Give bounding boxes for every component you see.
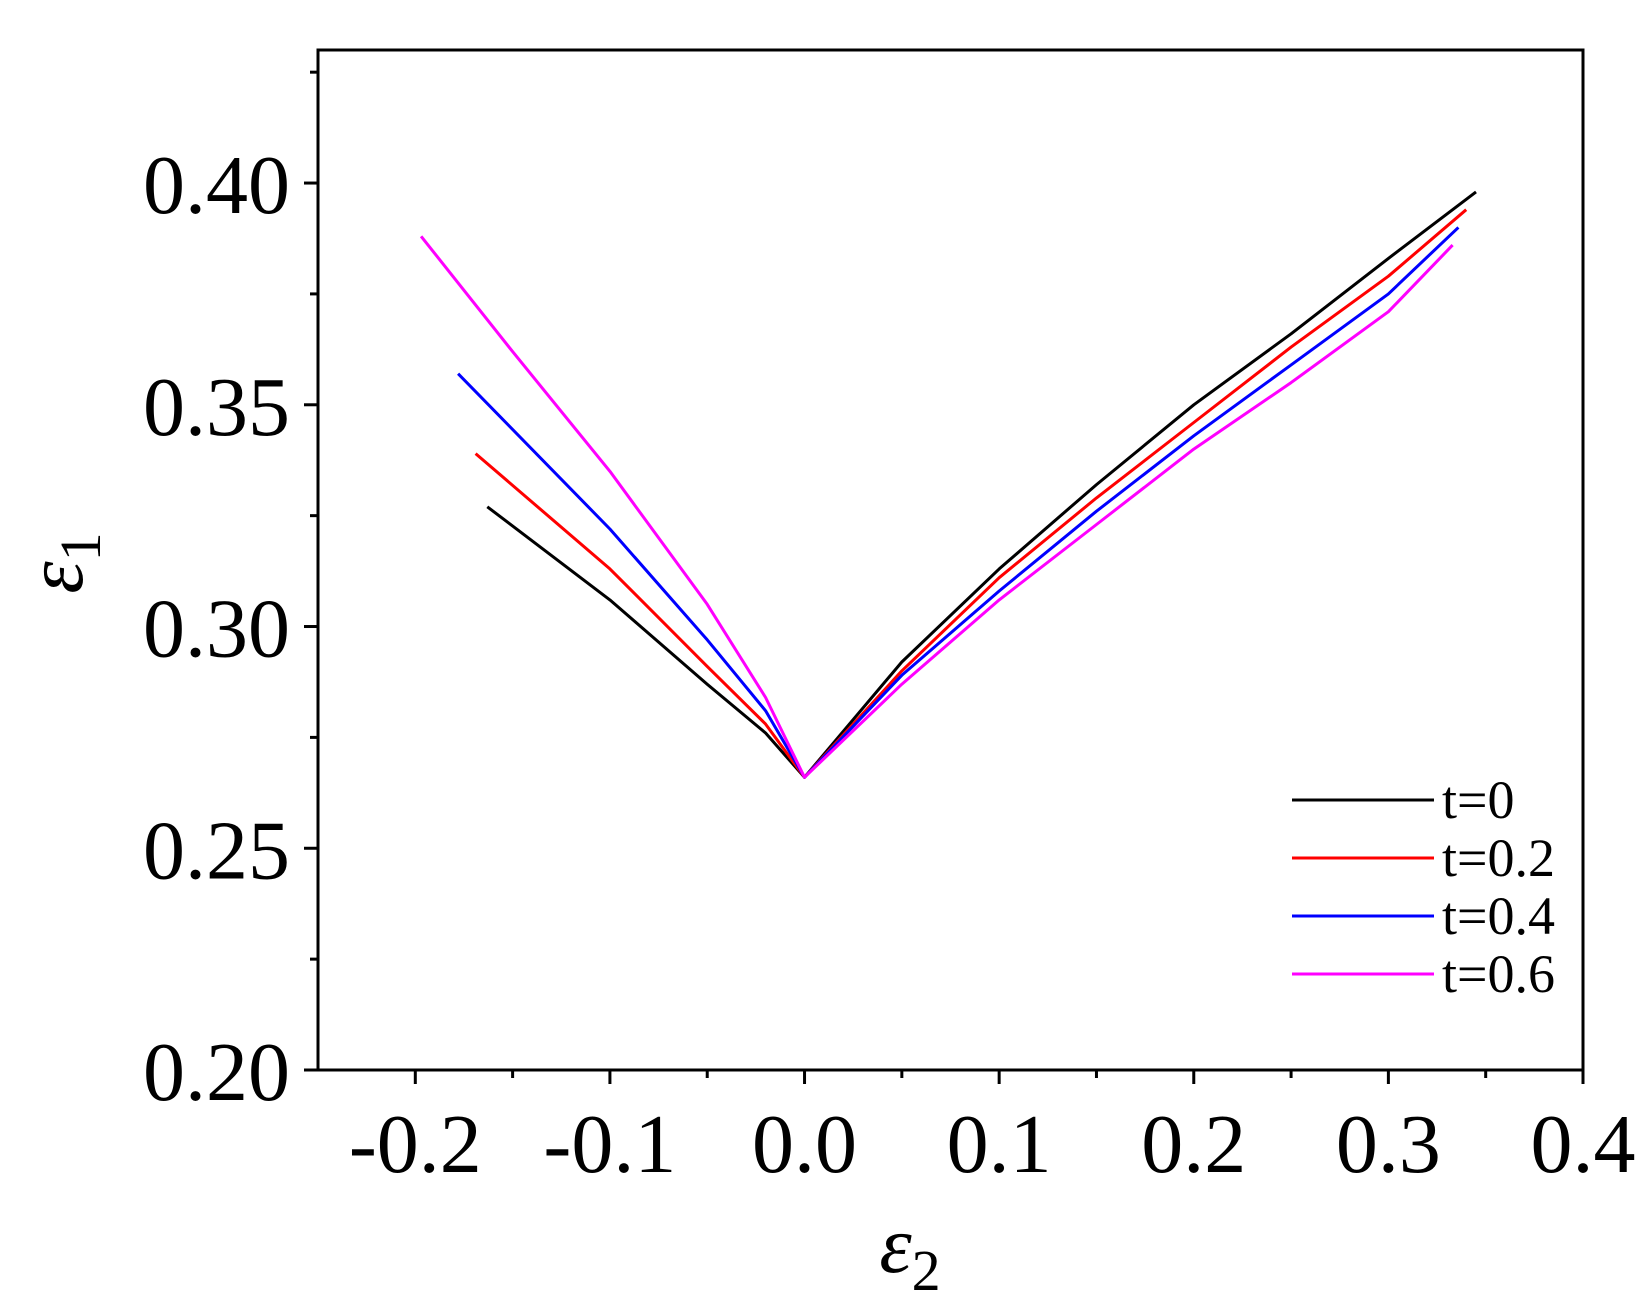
- legend-label: t=0.2: [1442, 828, 1555, 888]
- legend-label: t=0.6: [1442, 944, 1555, 1004]
- series-layer: [419, 190, 1477, 779]
- x-tick-label: 0.1: [947, 1098, 1052, 1191]
- x-tick-label: 0.0: [752, 1098, 857, 1191]
- y-tick-label: 0.30: [143, 583, 290, 676]
- y-axis-subscript: 1: [48, 532, 113, 561]
- series-line-1: [474, 208, 1468, 779]
- plot-frame: [316, 48, 1585, 1072]
- y-tick-label: 0.35: [143, 361, 290, 454]
- y-axis-symbol: ε: [9, 561, 100, 594]
- y-tick-label: 0.25: [143, 804, 290, 897]
- x-axis-subscript: 2: [912, 1238, 941, 1297]
- y-axis-title: ε1: [9, 532, 113, 593]
- x-tick-label: 0.3: [1336, 1098, 1441, 1191]
- y-tick-label: 0.40: [143, 139, 290, 232]
- tick-layer: -0.2 -0.1 0.0 0.1 0.2 0.3 0.4 0.20 0.25 0.30 0.35 0…: [143, 70, 1636, 1191]
- x-tick-label: -0.1: [543, 1098, 676, 1191]
- x-tick-label: -0.2: [349, 1098, 482, 1191]
- legend: t=0t=0.2t=0.4t=0.6: [1292, 770, 1555, 1004]
- x-axis-title: ε2: [879, 1199, 940, 1297]
- series-line-2: [457, 226, 1460, 779]
- legend-label: t=0.4: [1442, 886, 1555, 946]
- series-line-3: [419, 235, 1454, 779]
- x-axis-symbol: ε: [879, 1199, 912, 1290]
- x-tick-label: 0.4: [1531, 1098, 1636, 1191]
- x-tick-label: 0.2: [1141, 1098, 1246, 1191]
- legend-label: t=0: [1442, 770, 1514, 830]
- y-tick-label: 0.20: [143, 1026, 290, 1119]
- series-line-0: [486, 190, 1477, 779]
